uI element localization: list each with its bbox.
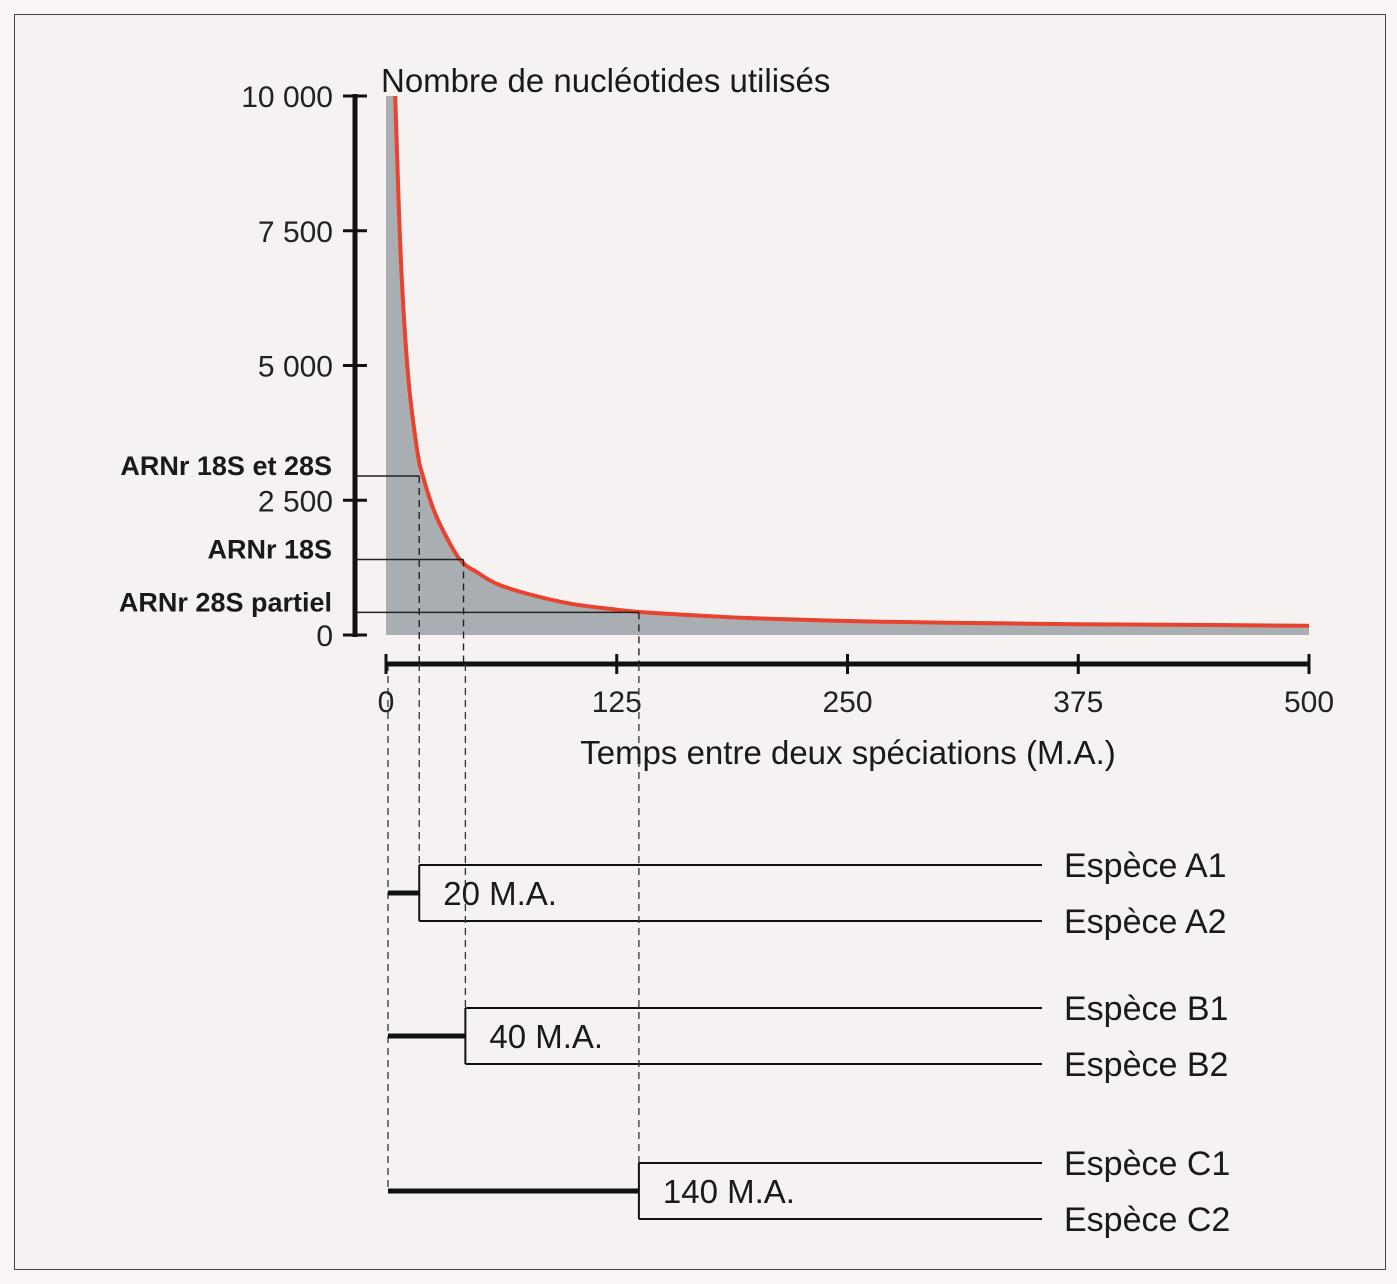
y-tick-label: 0: [316, 620, 333, 653]
y-tick-label: 2 500: [258, 485, 333, 518]
x-tick-label: 375: [1053, 686, 1103, 719]
annotation-label: ARNr 28S partiel: [119, 587, 332, 617]
y-tick-label: 5 000: [258, 351, 333, 384]
divergence-label: 20 M.A.: [443, 875, 557, 912]
species-label: Espèce A2: [1064, 903, 1227, 941]
area-fill: [386, 96, 1309, 635]
y-tick-label: 10 000: [241, 81, 333, 114]
species-label: Espèce A1: [1064, 847, 1227, 885]
x-tick-label: 0: [378, 686, 395, 719]
y-tick-label: 7 500: [258, 216, 333, 249]
x-tick-label: 250: [822, 686, 872, 719]
figure-frame: [14, 14, 1386, 1270]
annotation-label: ARNr 18S: [207, 535, 332, 565]
species-label: Espèce C2: [1064, 1201, 1230, 1239]
y-axis-title: Nombre de nucléotides utilisés: [381, 62, 830, 99]
divergence-label: 140 M.A.: [663, 1173, 795, 1210]
annotation-label: ARNr 18S et 28S: [120, 451, 332, 481]
x-tick-label: 500: [1284, 686, 1334, 719]
species-label: Espèce B2: [1064, 1046, 1228, 1084]
divergence-label: 40 M.A.: [489, 1018, 603, 1055]
series-curve: [393, 95, 1310, 628]
species-label: Espèce C1: [1064, 1145, 1230, 1183]
species-label: Espèce B1: [1064, 990, 1228, 1028]
x-tick-label: 125: [592, 686, 642, 719]
x-axis-title: Temps entre deux spéciations (M.A.): [580, 734, 1116, 771]
